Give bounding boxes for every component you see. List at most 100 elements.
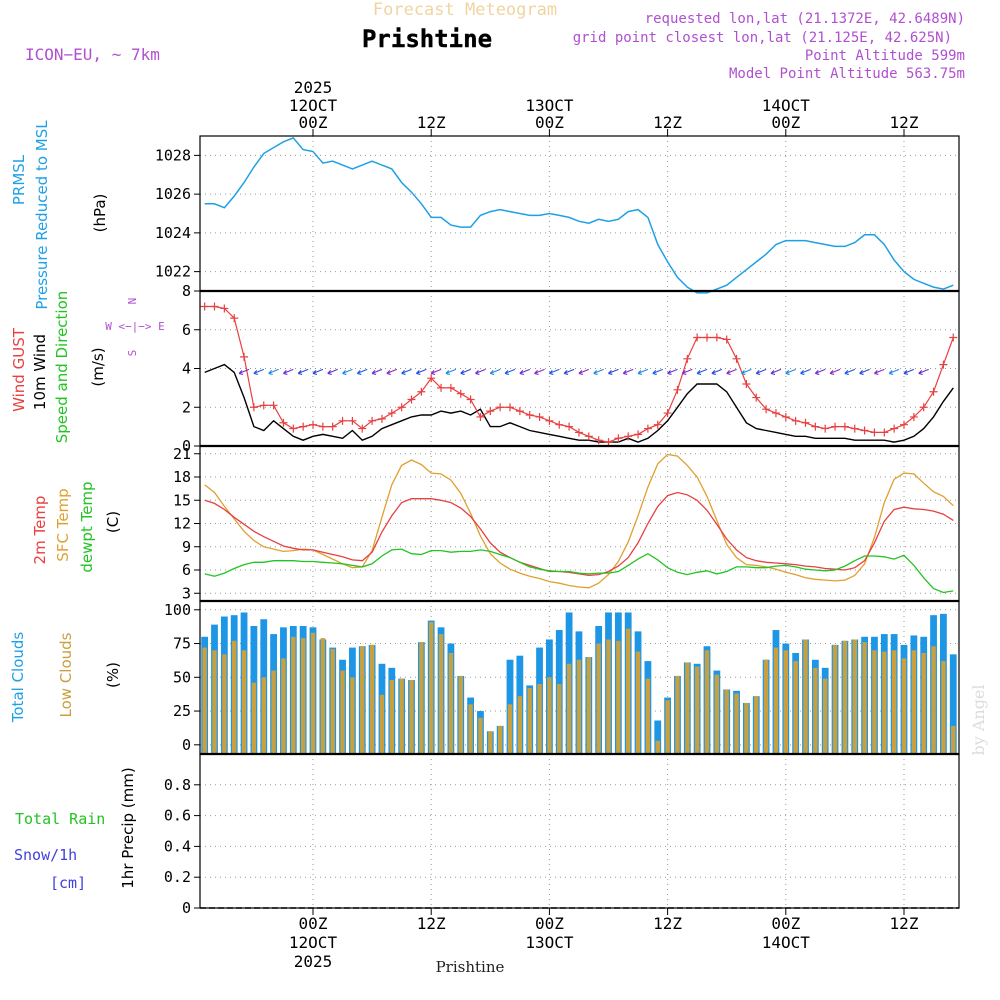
low-cloud-bar xyxy=(566,663,572,754)
low-cloud-bar xyxy=(931,646,936,754)
label-snow-unit: [cm] xyxy=(50,874,86,892)
wind-direction-arrow xyxy=(800,368,811,375)
panel-frame xyxy=(199,135,960,292)
low-cloud-bar xyxy=(251,682,257,754)
gust-marker xyxy=(624,432,633,441)
low-cloud-bar xyxy=(300,638,306,754)
wind-direction-arrow xyxy=(238,368,250,375)
low-cloud-bar xyxy=(527,688,532,754)
gust-marker xyxy=(634,430,643,439)
gust-marker xyxy=(919,403,928,412)
low-cloud-bar xyxy=(872,650,877,754)
x-hour-bottom: 12Z xyxy=(653,914,682,933)
wind-direction-arrow xyxy=(829,368,841,375)
x-hour-bottom: 12Z xyxy=(890,914,919,933)
label-wind-gust: Wind GUST xyxy=(10,327,28,412)
y-tick-label: 0 xyxy=(182,899,191,917)
dewpt-temp-line xyxy=(204,548,954,594)
low-cloud-bar xyxy=(586,657,591,754)
2m-temp-line xyxy=(204,491,954,577)
label-speed-direction: Speed and Direction xyxy=(53,291,71,444)
wind-direction-arrow xyxy=(844,368,856,375)
gust-marker xyxy=(909,412,918,421)
gust-marker xyxy=(949,333,958,342)
gust-marker xyxy=(397,403,406,412)
gust-marker xyxy=(850,424,859,433)
wind-direction-arrow xyxy=(726,368,737,375)
y-tick-label: 0.4 xyxy=(164,837,191,855)
panel-frame xyxy=(199,753,960,909)
gust-marker xyxy=(466,395,475,404)
wind-direction-arrow xyxy=(371,368,383,375)
ylabel-precip: 1hr Precip (mm) xyxy=(119,767,137,888)
low-cloud-bar xyxy=(241,650,247,754)
ylabel-percent: (%) xyxy=(104,662,122,688)
gust-marker xyxy=(368,416,377,425)
y-tick-label: 4 xyxy=(182,360,191,378)
gust-marker xyxy=(742,380,751,388)
low-cloud-bar xyxy=(744,702,749,754)
label-pressure-msl: Pressure Reduced to MSL xyxy=(33,120,51,310)
wind-direction-arrow xyxy=(888,368,900,375)
gust-marker xyxy=(506,403,514,412)
gust-marker xyxy=(309,420,317,429)
y-tick-label: 50 xyxy=(173,668,191,686)
low-cloud-bar xyxy=(340,670,345,754)
y-tick-label: 9 xyxy=(182,538,191,556)
gust-marker xyxy=(653,420,662,429)
wind-direction-arrow xyxy=(327,368,338,375)
ylabel-ms: (m/s) xyxy=(89,347,107,386)
y-tick-label: 6 xyxy=(182,561,191,579)
gust-marker xyxy=(387,409,396,418)
y-tick-label: 15 xyxy=(173,491,191,509)
wind-direction-arrow xyxy=(312,368,324,375)
label-snow: Snow/1h xyxy=(14,846,77,864)
wind-direction-arrow xyxy=(356,368,368,375)
low-cloud-bar xyxy=(478,717,483,754)
gust-marker xyxy=(210,302,219,311)
gust-marker xyxy=(437,383,446,392)
ylabel-hpa: (hPa) xyxy=(91,194,109,233)
low-cloud-bar xyxy=(635,651,641,754)
wind-direction-arrow xyxy=(873,368,885,375)
low-cloud-bar xyxy=(773,647,779,754)
low-cloud-bar xyxy=(507,704,513,754)
gust-marker xyxy=(811,422,820,431)
wind-direction-arrow xyxy=(268,368,279,375)
wind-speed-line xyxy=(204,363,954,443)
low-cloud-bar xyxy=(517,696,523,754)
label-sfc-temp: SFC Temp xyxy=(54,488,72,561)
gust-marker xyxy=(230,314,239,323)
low-cloud-bar xyxy=(852,639,857,754)
gust-marker xyxy=(200,302,209,311)
wind-direction-arrow xyxy=(430,368,442,375)
wind-direction-arrow xyxy=(770,368,782,375)
low-cloud-bar xyxy=(291,636,296,754)
low-cloud-bar xyxy=(497,725,503,754)
gust-marker xyxy=(545,416,554,425)
low-cloud-bar xyxy=(645,678,651,754)
pressure-line xyxy=(204,137,954,294)
x-hour-top: 00Z xyxy=(299,113,328,132)
low-cloud-bar xyxy=(941,661,946,754)
gust-marker xyxy=(929,387,938,396)
low-cloud-bar xyxy=(222,654,227,754)
label-prmsl: PRMSL xyxy=(10,154,28,205)
y-tick-label: 1024 xyxy=(155,224,191,242)
low-cloud-bar xyxy=(675,675,680,754)
y-tick-label: 18 xyxy=(173,468,191,486)
wind-direction-arrow xyxy=(681,368,693,375)
wind-direction-arrow xyxy=(667,368,678,375)
low-cloud-bar xyxy=(626,628,631,754)
x-hour-bottom: 00Z xyxy=(535,914,564,933)
low-cloud-bar xyxy=(694,666,700,754)
low-cloud-bar xyxy=(655,740,660,754)
y-tick-label: 0 xyxy=(182,736,191,754)
wind-direction-arrow xyxy=(445,368,457,375)
low-cloud-bar xyxy=(212,650,217,754)
wind-direction-arrow xyxy=(652,368,663,375)
gust-marker xyxy=(781,412,790,421)
wind-direction-arrow xyxy=(859,368,870,375)
wind-direction-arrow xyxy=(460,368,471,375)
x-date-top: 13OCT xyxy=(525,96,574,115)
